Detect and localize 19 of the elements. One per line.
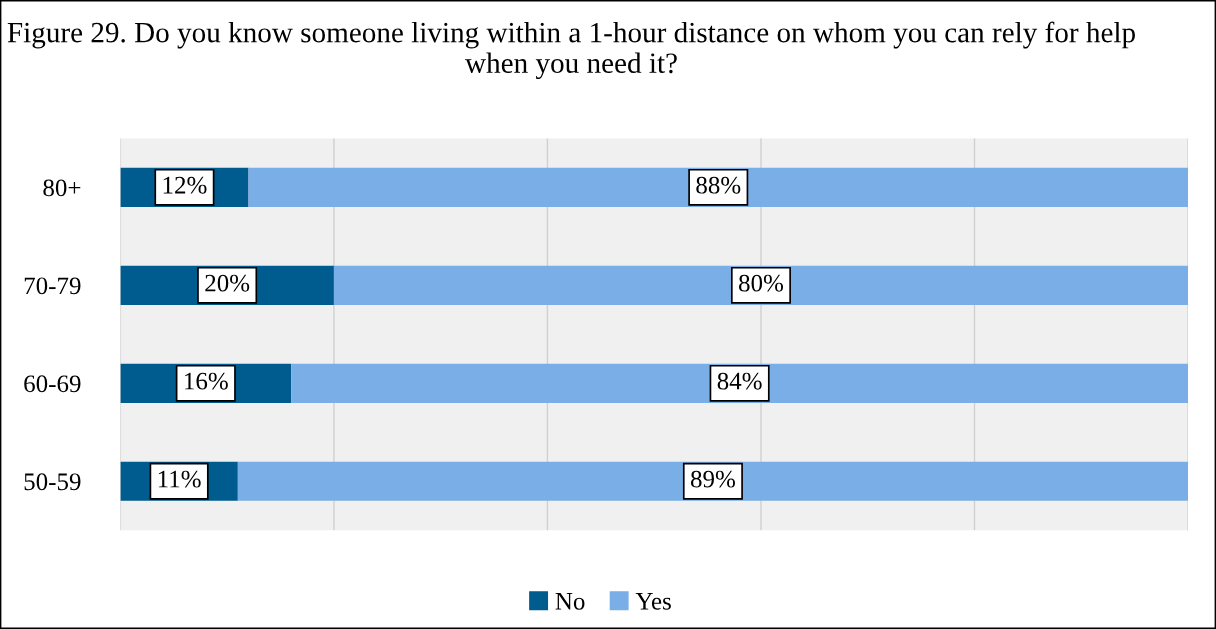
data-label: 89% xyxy=(690,470,735,488)
bar xyxy=(248,167,1189,207)
y-tick-label: 80+ xyxy=(43,179,81,197)
data-label: 80% xyxy=(739,274,784,292)
bar xyxy=(333,265,1189,305)
data-label: 11% xyxy=(158,470,201,488)
chart-title: Figure 29. Do you know someone living within a 1-hour distance on whom you can rely for help when you need it? xyxy=(7,21,1135,80)
data-label: 20% xyxy=(205,274,250,292)
data-label: 84% xyxy=(717,372,762,390)
data-label: 12% xyxy=(163,176,207,194)
y-tick-label: 50-59 xyxy=(24,473,81,491)
y-tick-label: 60-69 xyxy=(24,375,81,393)
data-label: 88% xyxy=(696,176,741,194)
data-label: 16% xyxy=(185,372,228,390)
bar xyxy=(237,461,1189,501)
legend-label: Yes xyxy=(635,593,671,610)
bar xyxy=(291,363,1189,403)
legend-label: No xyxy=(555,593,585,610)
y-tick-label: 70-79 xyxy=(24,277,81,295)
